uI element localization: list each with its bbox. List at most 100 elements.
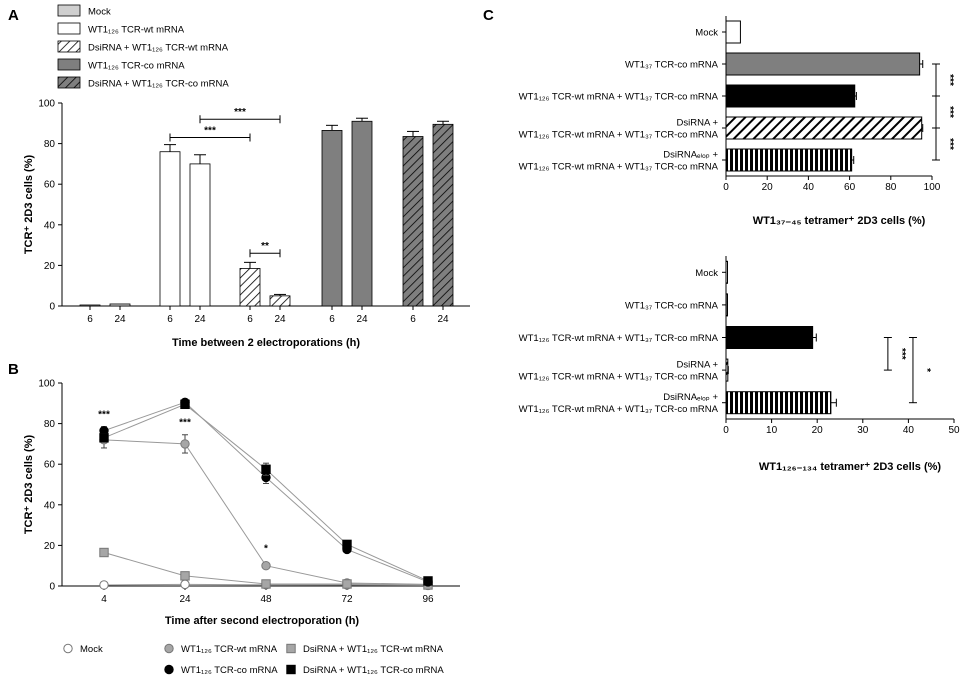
bars-a: ******** [79, 107, 454, 307]
data-point [99, 433, 109, 443]
legend-swatch [57, 4, 81, 17]
bar [432, 123, 454, 307]
bar [725, 20, 741, 44]
data-point [180, 571, 190, 581]
category-label: DsiRNAₑₗₒₚ + [663, 392, 718, 403]
x-tick-label: 40 [903, 425, 915, 436]
data-point [261, 561, 271, 571]
legend-marker [164, 643, 174, 654]
series-line [103, 401, 429, 583]
x-tick-label: 20 [762, 182, 774, 193]
legend-label: DsiRNA + WT1₁₂₆ TCR-co mRNA [88, 79, 229, 90]
legend-label: DsiRNA + WT1₁₂₆ TCR-wt mRNA [303, 644, 444, 655]
y-tick-label: 40 [44, 500, 56, 511]
x-tick-label: 72 [341, 594, 353, 605]
data-point [261, 464, 271, 474]
legend-label: WT1₁₂₆ TCR-wt mRNA [88, 25, 185, 36]
y-tick-label: 0 [49, 302, 55, 313]
y-tick-label: 80 [44, 419, 56, 430]
x-tick-label: 40 [803, 182, 815, 193]
bar [159, 151, 181, 307]
x-tick-label: 50 [948, 425, 960, 436]
bar [79, 304, 101, 307]
x-tick-label: 6 [87, 314, 93, 325]
bar [725, 148, 853, 172]
legend-swatch [57, 22, 81, 35]
panel-a: A Mock WT1₁₂₆ TCR-wt mRNA DsiRNA + WT1₁₂₆ … [8, 4, 470, 349]
x-tick-label: 6 [329, 314, 335, 325]
panel-b: B 0 20 40 60 80 100 4 24 48 72 96 TCR⁺ 2D3 cells (%… [8, 361, 460, 676]
category-label: Mock [695, 268, 718, 279]
bar [321, 130, 343, 307]
panel-label-a: A [8, 7, 19, 24]
data-point [99, 547, 109, 558]
legend-swatch [57, 76, 81, 89]
x-tick-label: 10 [766, 425, 778, 436]
y-tick-label: 60 [44, 180, 56, 191]
legend-swatch [57, 58, 81, 71]
y-tick-label: 100 [38, 379, 55, 390]
legend-swatch [57, 40, 81, 53]
x-tick-label: 96 [422, 594, 434, 605]
bar [725, 116, 923, 140]
data-point [261, 579, 271, 589]
y-tick-label: 100 [38, 99, 55, 110]
x-tick-label: 6 [247, 314, 253, 325]
x-tick-label: 80 [885, 182, 897, 193]
y-tick-label: 60 [44, 460, 56, 471]
legend-label: DsiRNA + WT1₁₂₆ TCR-wt mRNA [88, 43, 229, 54]
axes-b: 0 20 40 60 80 100 4 24 48 72 96 TCR⁺ 2D3 cells (%) T… [23, 379, 460, 627]
y-tick-label: 0 [49, 582, 55, 593]
y-tick-label: 40 [44, 220, 56, 231]
significance-label: *** [234, 107, 246, 118]
x-axis-title: Time between 2 electroporations (h) [172, 337, 360, 349]
significance-label: *** [204, 126, 216, 137]
data-point [342, 539, 352, 550]
bar [725, 391, 832, 415]
panel-label-b: B [8, 361, 19, 378]
bar [109, 303, 131, 307]
x-tick-label: 24 [437, 314, 449, 325]
significance-label: *** [896, 348, 907, 360]
x-tick-label: 48 [260, 594, 272, 605]
category-label: WT1₁₂₆ TCR-wt mRNA + WT1₃₇ TCR-co mRNA [519, 130, 719, 141]
x-tick-label: 0 [723, 182, 729, 193]
category-label: DsiRNA + [677, 118, 719, 129]
data-point [99, 580, 109, 590]
significance-label: * [921, 368, 932, 372]
x-tick-label: 60 [844, 182, 856, 193]
legend-label: WT1₁₂₆ TCR-co mRNA [88, 61, 185, 72]
chart-c-bottom: 0 10 20 30 40 50 WT1₁₂₆₋₁₃₄ tetramer⁺ 2D3 cell… [519, 256, 960, 473]
data-point [180, 439, 190, 449]
y-tick-label: 80 [44, 139, 56, 150]
y-tick-label: 20 [44, 261, 56, 272]
category-label: WT1₁₂₆ TCR-wt mRNA + WT1₃₇ TCR-co mRNA [519, 92, 719, 103]
lines-b: ******* [98, 397, 433, 591]
x-axis-title: Time after second electroporation (h) [165, 615, 360, 627]
significance-label: *** [98, 410, 110, 421]
significance-label: *** [944, 138, 955, 150]
x-axis-title: WT1₁₂₆₋₁₃₄ tetramer⁺ 2D3 cells (%) [759, 461, 941, 473]
legend-b: Mock WT1₁₂₆ TCR-wt mRNA DsiRNA + WT1₁₂₆ TC… [63, 643, 444, 676]
legend-marker [63, 643, 73, 654]
bar [725, 52, 921, 76]
significance-label: *** [944, 74, 955, 86]
legend-label: WT1₁₂₆ TCR-co mRNA [181, 665, 278, 676]
category-label: WT1₁₂₆ TCR-wt mRNA + WT1₃₇ TCR-co mRNA [519, 162, 719, 173]
x-tick-label: 30 [857, 425, 869, 436]
bar [725, 84, 856, 108]
legend-a: Mock WT1₁₂₆ TCR-wt mRNA DsiRNA + WT1₁₂₆ TC… [57, 4, 229, 90]
x-tick-label: 6 [410, 314, 416, 325]
chart-c-top: 0 20 40 60 80 100 WT1₃₇₋₄₅ tetramer⁺ 2D3 cells… [519, 16, 955, 227]
x-tick-label: 20 [812, 425, 824, 436]
y-axis-title: TCR⁺ 2D3 cells (%) [23, 435, 35, 535]
x-tick-label: 0 [723, 425, 729, 436]
panel-label-c: C [483, 7, 494, 24]
category-label: WT1₁₂₆ TCR-wt mRNA + WT1₃₇ TCR-co mRNA [519, 404, 719, 415]
bar [725, 326, 814, 349]
data-point [423, 576, 433, 586]
data-point [342, 579, 352, 589]
axes-a: 0 20 40 60 80 100 TCR⁺ 2D3 cells (%) Time betwe… [23, 99, 470, 349]
